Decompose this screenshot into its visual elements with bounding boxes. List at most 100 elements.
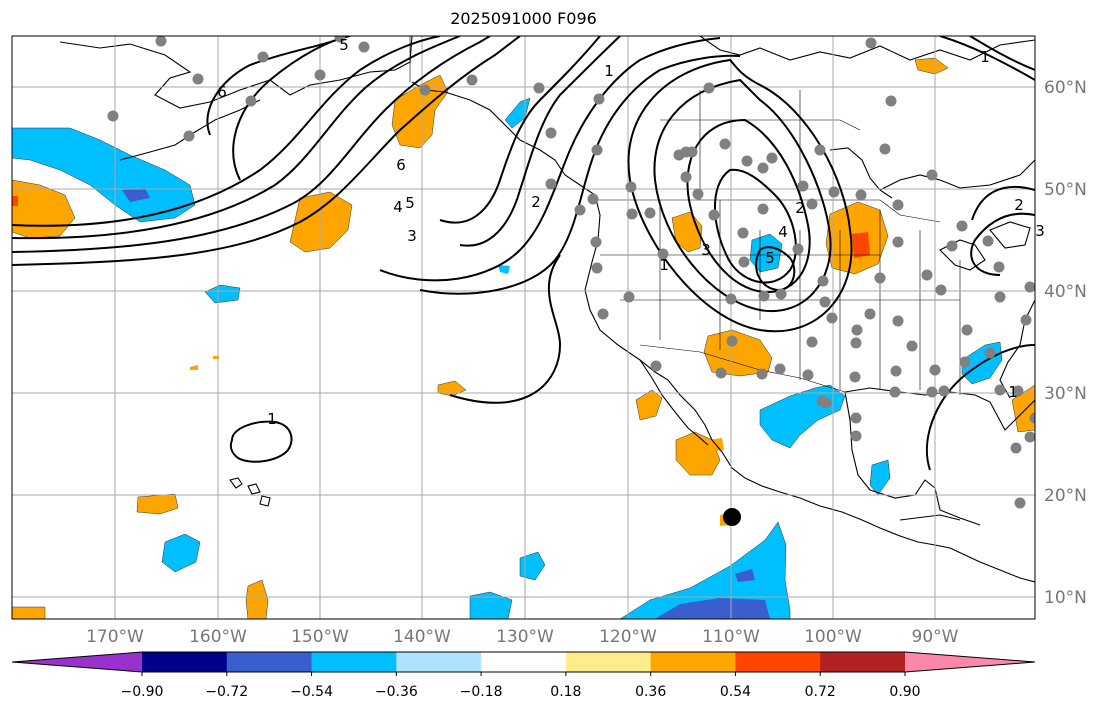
- station-dot: [806, 336, 818, 348]
- station-dot: [358, 41, 370, 53]
- station-dot: [851, 324, 863, 336]
- station-dot: [889, 386, 901, 398]
- contour-value-label: 3: [701, 241, 711, 259]
- contour-value-label: 6: [396, 156, 406, 174]
- station-dot: [245, 95, 257, 107]
- station-dot: [892, 236, 904, 248]
- longitude-label: 90°W: [912, 627, 959, 647]
- station-dot: [1020, 314, 1032, 326]
- station-dot: [797, 180, 809, 192]
- station-dot: [107, 110, 119, 122]
- contour-value-label: 1: [1008, 383, 1018, 401]
- station-dot: [334, 36, 346, 43]
- station-dot: [1010, 442, 1022, 454]
- station-dot: [597, 308, 609, 320]
- station-dot: [650, 360, 662, 372]
- station-dot: [828, 186, 840, 198]
- latitude-label: 10°N: [1044, 588, 1087, 608]
- station-dot: [820, 397, 832, 409]
- coastlines: [59, 36, 1035, 583]
- station-dot: [623, 291, 635, 303]
- station-dot: [892, 199, 904, 211]
- positive-anomaly-region: [635, 389, 663, 421]
- plot-frame: [11, 35, 1036, 620]
- latitude-label: 20°N: [1044, 486, 1087, 506]
- station-dot: [737, 227, 749, 239]
- longitude-label: 130°W: [496, 627, 554, 647]
- negative-anomaly-core: [122, 188, 150, 202]
- station-dots: [107, 36, 1035, 509]
- station-dot: [774, 363, 786, 375]
- station-dot: [726, 335, 738, 347]
- station-dot: [591, 262, 603, 274]
- contour-value-label: 5: [765, 249, 775, 267]
- station-dot: [956, 220, 968, 232]
- colorbar-tick-label: 0.72: [805, 684, 836, 700]
- colorbar-tick-label: 0.54: [720, 684, 751, 700]
- station-dot: [725, 293, 737, 305]
- station-dot: [183, 130, 195, 142]
- colorbar-tick-label: 0.18: [550, 684, 581, 700]
- station-dot: [590, 236, 602, 248]
- contour-value-label: 6: [217, 83, 227, 101]
- negative-anomaly-region: [469, 591, 513, 619]
- longitude-label: 150°W: [291, 627, 349, 647]
- station-dot: [257, 51, 269, 63]
- positive-anomaly-region: [245, 579, 269, 619]
- colorbar-tick-label: 0.36: [635, 684, 666, 700]
- station-dot: [982, 235, 994, 247]
- colorbar-extend-low: [12, 652, 142, 672]
- graticule: [12, 36, 1035, 619]
- station-dot: [644, 207, 656, 219]
- contour-value-label: 2: [1014, 196, 1024, 214]
- station-dot: [533, 82, 545, 94]
- station-dot: [1014, 497, 1026, 509]
- station-dot: [775, 288, 787, 300]
- station-dot: [792, 243, 804, 255]
- plot-area: [12, 36, 1035, 619]
- negative-anomaly-region: [749, 233, 783, 273]
- station-dot: [926, 169, 938, 181]
- station-dot: [994, 291, 1006, 303]
- negative-anomaly-region: [161, 533, 201, 573]
- longitude-label: 110°W: [702, 627, 760, 647]
- latitude-label: 40°N: [1044, 282, 1087, 302]
- station-dot: [1029, 412, 1035, 424]
- colorbar-segment: [565, 652, 652, 672]
- colorbar-segment: [650, 652, 736, 672]
- station-dot: [819, 296, 831, 308]
- station-dot: [984, 347, 996, 359]
- station-dot: [545, 178, 557, 190]
- station-dot: [865, 37, 877, 49]
- station-dot: [993, 261, 1005, 273]
- longitude-label: 170°W: [86, 627, 144, 647]
- positive-anomaly-core: [12, 196, 18, 206]
- station-dot: [756, 368, 768, 380]
- station-dot: [874, 272, 886, 284]
- longitude-label: 100°W: [804, 627, 862, 647]
- colorbar-tick-label: −0.90: [121, 684, 164, 700]
- station-dot: [738, 256, 750, 268]
- positive-anomaly-core: [852, 232, 870, 258]
- colorbar-tick-label: −0.18: [460, 684, 503, 700]
- station-dot: [892, 315, 904, 327]
- longitude-label: 160°W: [189, 627, 247, 647]
- colorbar-segment: [396, 652, 482, 672]
- station-dot: [855, 189, 867, 201]
- negative-anomaly-region: [869, 459, 891, 496]
- positive-anomaly-region: [914, 57, 949, 75]
- station-dot: [715, 367, 727, 379]
- station-dot: [766, 152, 778, 164]
- station-dot: [817, 275, 829, 287]
- station-dot: [155, 36, 167, 47]
- station-dot: [626, 208, 638, 220]
- station-dot: [850, 337, 862, 349]
- latitude-label: 30°N: [1044, 384, 1087, 404]
- colorbar-segment: [142, 652, 228, 672]
- station-dot: [545, 127, 557, 139]
- station-dot: [994, 384, 1006, 396]
- station-dot: [826, 312, 838, 324]
- contour-value-label: 2: [531, 193, 541, 211]
- station-dot: [814, 144, 826, 156]
- negative-anomaly-region: [12, 127, 196, 223]
